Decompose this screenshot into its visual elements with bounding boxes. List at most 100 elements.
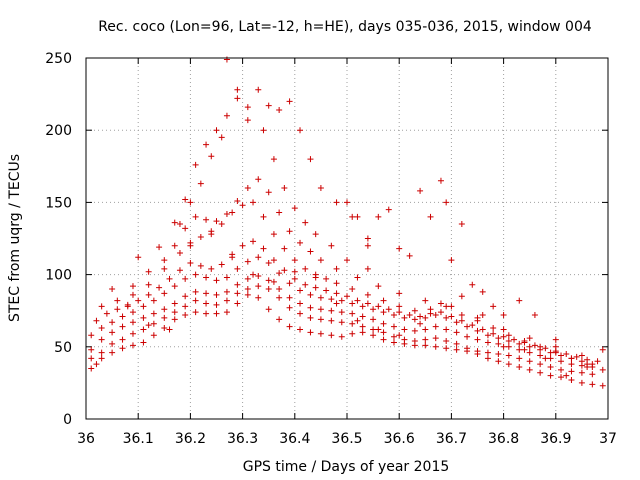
- series-arc-h: [135, 95, 371, 272]
- data-point: [479, 288, 486, 295]
- data-point: [250, 238, 257, 245]
- data-point: [187, 199, 194, 206]
- data-point: [443, 199, 450, 206]
- data-point: [145, 281, 152, 288]
- data-point: [244, 117, 251, 124]
- x-tick-label: 36.2: [175, 431, 206, 447]
- data-point: [213, 301, 220, 308]
- data-point: [145, 268, 152, 275]
- data-point: [578, 358, 585, 365]
- data-point: [161, 325, 168, 332]
- data-point: [323, 287, 330, 294]
- data-point: [349, 320, 356, 327]
- data-point: [250, 271, 257, 278]
- y-axis-label: STEC from uqrg / TECUs: [7, 154, 23, 322]
- data-point: [526, 349, 533, 356]
- data-point: [109, 349, 116, 356]
- data-point: [229, 254, 236, 261]
- x-tick-label: 36.6: [384, 431, 415, 447]
- data-point: [453, 346, 460, 353]
- data-point: [161, 306, 168, 313]
- data-point: [119, 323, 126, 330]
- data-point: [208, 153, 215, 160]
- data-point: [129, 319, 136, 326]
- data-point: [208, 265, 215, 272]
- data-point: [375, 326, 382, 333]
- data-point: [192, 297, 199, 304]
- data-point: [333, 290, 340, 297]
- data-point: [328, 332, 335, 339]
- data-point: [218, 221, 225, 228]
- data-point: [192, 288, 199, 295]
- data-point: [599, 382, 606, 389]
- x-tick-label: 36.3: [227, 431, 258, 447]
- data-point: [558, 374, 565, 381]
- data-point: [390, 333, 397, 340]
- data-point: [599, 346, 606, 353]
- data-point: [197, 180, 204, 187]
- data-point: [505, 338, 512, 345]
- data-point: [182, 196, 189, 203]
- data-point: [370, 316, 377, 323]
- data-point: [547, 372, 554, 379]
- y-tick-label: 150: [45, 195, 72, 211]
- data-point: [521, 346, 528, 353]
- data-point: [484, 339, 491, 346]
- data-point: [317, 330, 324, 337]
- data-point: [354, 274, 361, 281]
- data-point: [171, 242, 178, 249]
- data-point: [171, 219, 178, 226]
- data-point: [244, 184, 251, 191]
- data-point: [244, 286, 251, 293]
- data-point: [432, 335, 439, 342]
- data-point: [558, 358, 565, 365]
- y-tick-label: 100: [45, 268, 72, 284]
- data-point: [297, 310, 304, 317]
- data-point: [537, 361, 544, 368]
- data-point: [422, 336, 429, 343]
- data-point: [516, 297, 523, 304]
- data-point: [286, 294, 293, 301]
- data-point: [119, 345, 126, 352]
- data-point: [500, 333, 507, 340]
- data-point: [396, 303, 403, 310]
- x-tick-label: 36.5: [331, 431, 362, 447]
- data-point: [370, 306, 377, 313]
- data-point: [578, 352, 585, 359]
- data-point: [458, 293, 465, 300]
- data-point: [328, 307, 335, 314]
- data-point: [255, 273, 262, 280]
- data-point: [286, 280, 293, 287]
- data-point: [406, 252, 413, 259]
- data-point: [495, 340, 502, 347]
- data-point: [276, 270, 283, 277]
- data-point: [516, 346, 523, 353]
- data-point: [129, 283, 136, 290]
- data-point: [234, 265, 241, 272]
- data-point: [390, 323, 397, 330]
- data-point: [359, 323, 366, 330]
- x-tick-label: 36.4: [279, 431, 310, 447]
- data-point: [203, 310, 210, 317]
- data-point: [276, 316, 283, 323]
- data-point: [302, 219, 309, 226]
- data-point: [223, 56, 230, 63]
- data-point: [114, 306, 121, 313]
- data-point: [244, 104, 251, 111]
- x-tick-label: 36.9: [540, 431, 571, 447]
- data-point: [312, 284, 319, 291]
- data-point: [297, 239, 304, 246]
- data-point: [490, 330, 497, 337]
- data-point: [260, 127, 267, 134]
- data-point: [578, 379, 585, 386]
- data-point: [307, 291, 314, 298]
- data-point: [542, 345, 549, 352]
- data-point: [526, 358, 533, 365]
- data-point: [312, 231, 319, 238]
- data-point: [537, 343, 544, 350]
- data-point: [354, 317, 361, 324]
- data-point: [490, 325, 497, 332]
- data-point: [474, 327, 481, 334]
- data-point: [443, 345, 450, 352]
- data-point: [349, 330, 356, 337]
